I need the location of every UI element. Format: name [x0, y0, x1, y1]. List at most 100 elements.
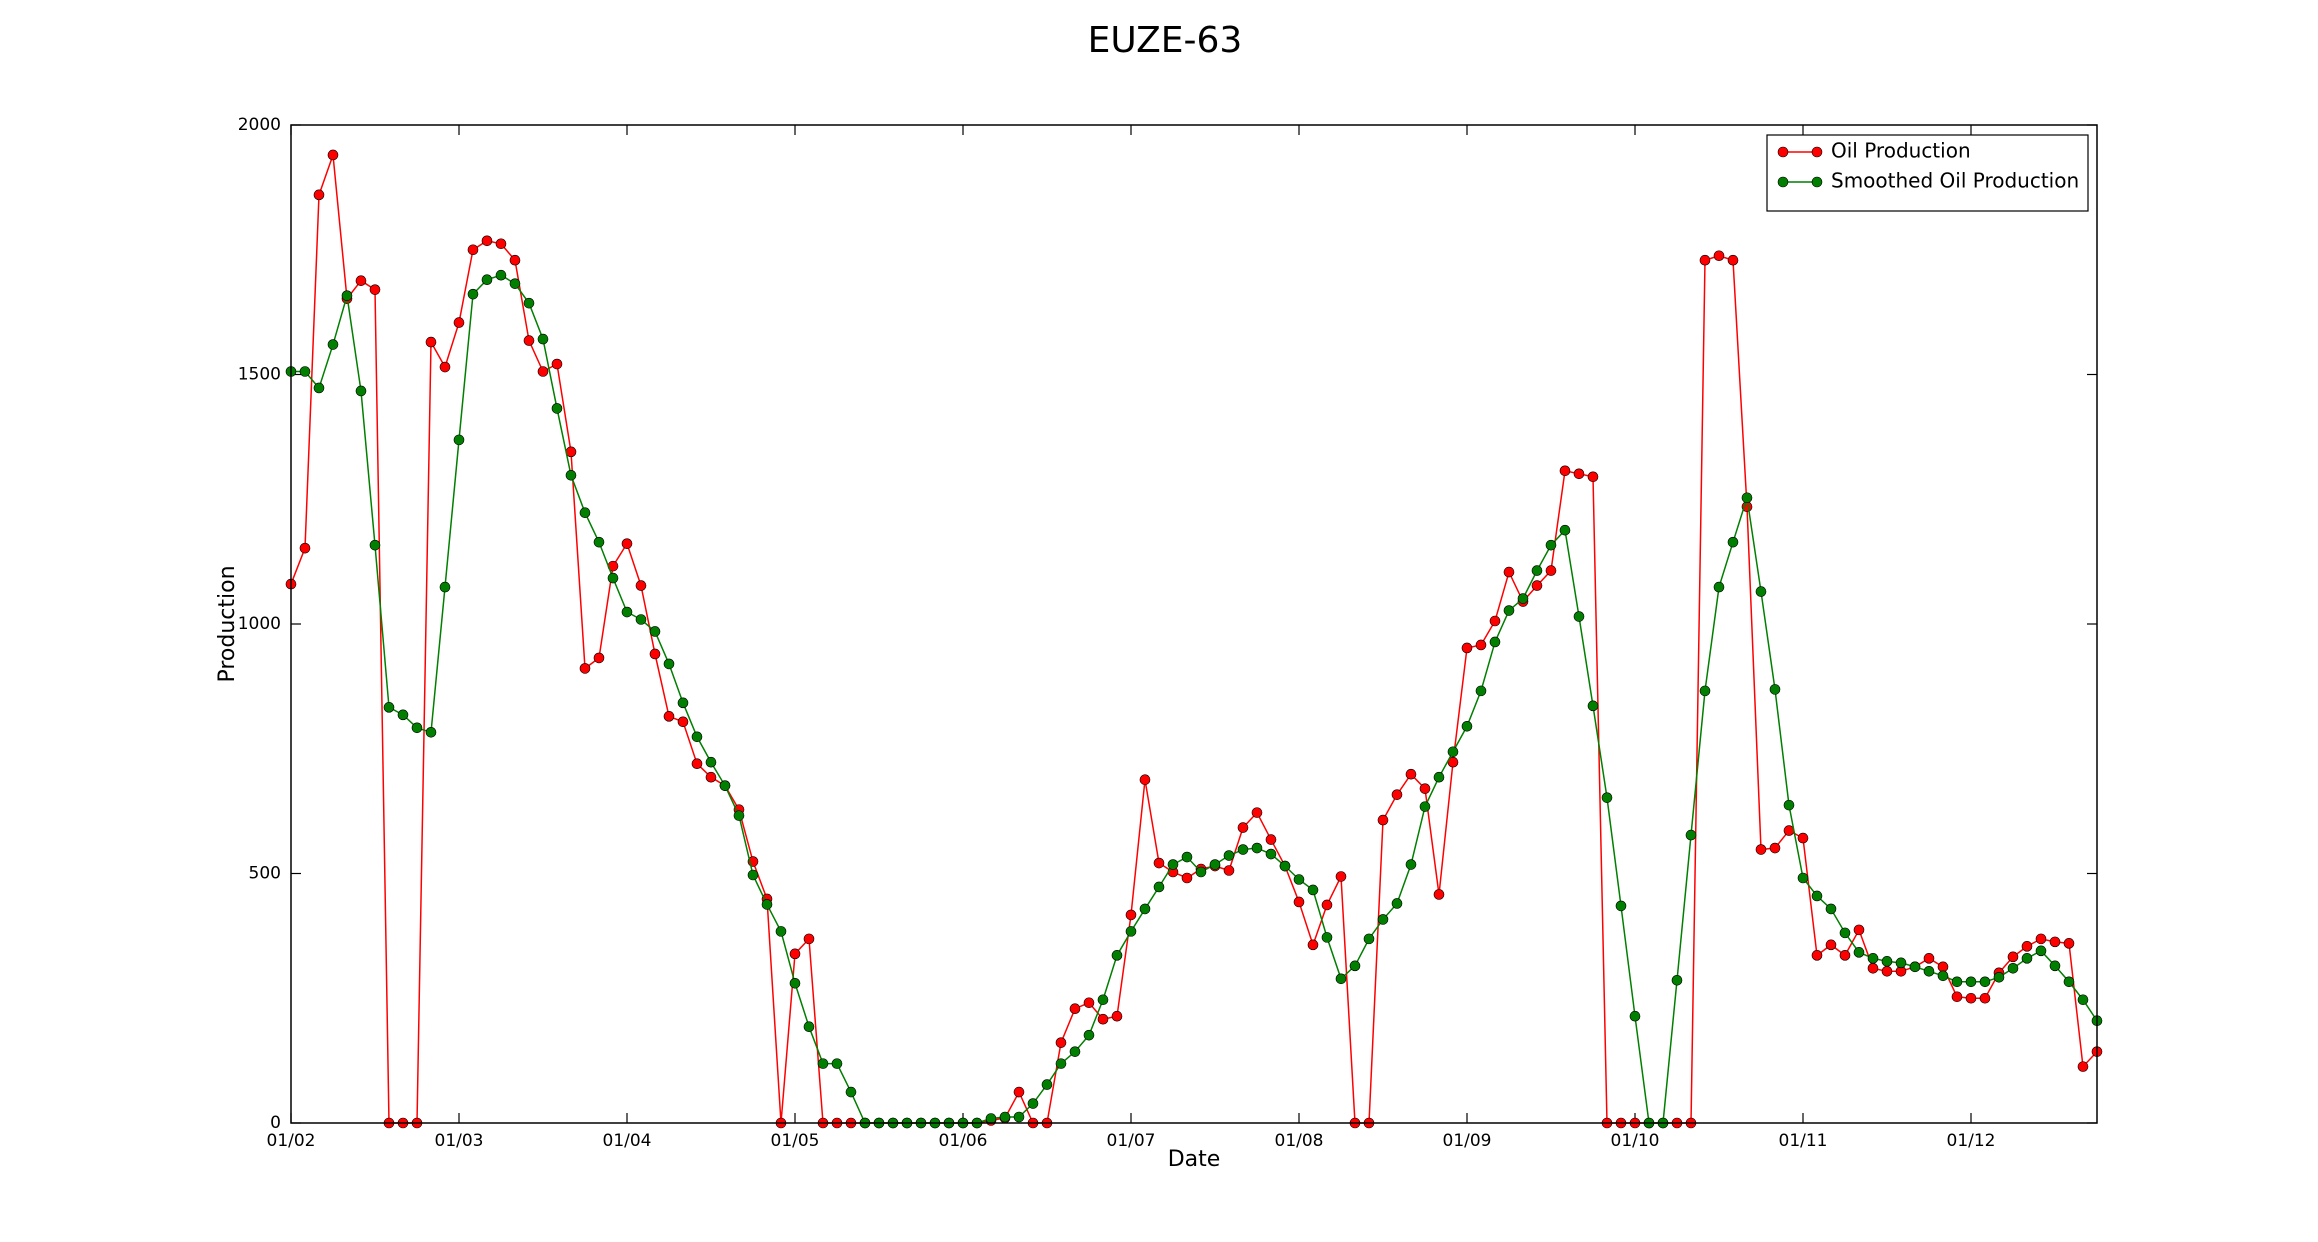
data-point	[1601, 792, 1613, 803]
data-point	[1727, 254, 1739, 266]
data-point	[1951, 976, 1963, 988]
legend-label: Smoothed Oil Production	[1831, 169, 2079, 193]
data-point	[551, 403, 563, 414]
data-point	[1041, 1079, 1053, 1090]
data-point	[1153, 857, 1165, 869]
y-tick-label: 500	[249, 864, 281, 884]
legend-marker	[1777, 146, 1789, 158]
data-point	[1797, 872, 1809, 884]
data-point	[551, 358, 563, 370]
data-point	[1405, 768, 1417, 780]
data-point	[1909, 961, 1921, 973]
x-tick-label: 01/06	[939, 1131, 988, 1151]
data-point	[1195, 866, 1207, 878]
data-point	[1335, 973, 1347, 985]
data-point	[1699, 685, 1711, 697]
data-point	[1083, 997, 1095, 1009]
data-point	[1265, 834, 1277, 845]
data-point	[1097, 1013, 1109, 1025]
data-point	[1727, 536, 1739, 548]
data-point	[1377, 914, 1389, 925]
data-point	[705, 756, 717, 768]
y-tick-label: 1500	[238, 365, 281, 385]
data-point	[1825, 939, 1837, 951]
data-point	[299, 366, 311, 377]
data-point	[1349, 960, 1361, 972]
data-point	[1181, 851, 1193, 863]
data-point	[2035, 933, 2047, 945]
data-point	[1839, 927, 1851, 939]
data-point	[1027, 1098, 1039, 1109]
data-point	[1573, 468, 1585, 480]
data-point	[509, 254, 521, 266]
data-point	[691, 758, 703, 770]
data-point	[761, 899, 773, 910]
data-point	[1111, 950, 1123, 961]
data-point	[1587, 700, 1599, 712]
data-point	[1951, 991, 1963, 1003]
data-point	[1013, 1086, 1025, 1098]
data-point	[1895, 957, 1907, 969]
data-point	[845, 1086, 857, 1098]
data-point	[425, 336, 437, 348]
data-point	[1069, 1046, 1081, 1057]
data-point	[1461, 720, 1473, 732]
data-point	[1139, 774, 1151, 785]
data-point	[1867, 953, 1879, 964]
data-point	[1167, 859, 1179, 870]
legend-label: Oil Production	[1831, 139, 1971, 163]
data-point	[1517, 593, 1529, 604]
data-point	[1783, 799, 1795, 811]
data-point	[1559, 524, 1571, 536]
data-point	[649, 626, 661, 637]
data-point	[1363, 933, 1375, 945]
data-point	[565, 469, 577, 481]
data-point	[1307, 939, 1319, 951]
data-point	[1503, 566, 1515, 578]
data-point	[1055, 1037, 1067, 1048]
data-point	[1769, 842, 1781, 854]
data-point	[803, 933, 815, 945]
data-point	[1713, 581, 1725, 593]
legend: Oil Production Smoothed Oil Production	[1766, 134, 2089, 212]
legend-marker	[1811, 176, 1823, 188]
data-point	[1391, 898, 1403, 909]
data-point	[1307, 884, 1319, 896]
data-point	[733, 810, 745, 821]
data-point	[817, 1058, 829, 1069]
data-point	[1265, 848, 1277, 860]
data-point	[1489, 636, 1501, 648]
data-point	[2007, 963, 2019, 974]
x-tick-label: 01/12	[1947, 1131, 1996, 1151]
data-point	[1615, 900, 1627, 912]
data-point	[1083, 1029, 1095, 1041]
data-point	[1097, 994, 1109, 1006]
data-point	[579, 663, 591, 674]
data-point	[341, 290, 353, 301]
data-point	[1125, 909, 1137, 921]
data-point	[2077, 994, 2089, 1006]
data-point	[1573, 611, 1585, 622]
data-point	[495, 238, 507, 250]
x-tick-label: 01/10	[1611, 1131, 1660, 1151]
x-tick-label: 01/11	[1779, 1131, 1828, 1151]
data-point	[1979, 992, 1991, 1004]
data-point	[1811, 950, 1823, 961]
data-point	[1741, 492, 1753, 504]
data-point	[425, 726, 437, 738]
data-point	[1811, 890, 1823, 902]
data-point	[299, 542, 311, 554]
plot-frame	[290, 124, 2098, 1124]
data-point	[1377, 814, 1389, 826]
data-point	[2021, 941, 2033, 952]
data-point	[999, 1111, 1011, 1123]
data-point	[579, 507, 591, 519]
data-point	[1013, 1111, 1025, 1123]
data-point	[1853, 924, 1865, 936]
x-tick-label: 01/08	[1275, 1131, 1324, 1151]
data-point	[1545, 565, 1557, 576]
data-point	[509, 278, 521, 289]
chart-title: EUZE-63	[1088, 20, 1243, 61]
data-point	[467, 244, 479, 256]
data-point	[747, 869, 759, 881]
